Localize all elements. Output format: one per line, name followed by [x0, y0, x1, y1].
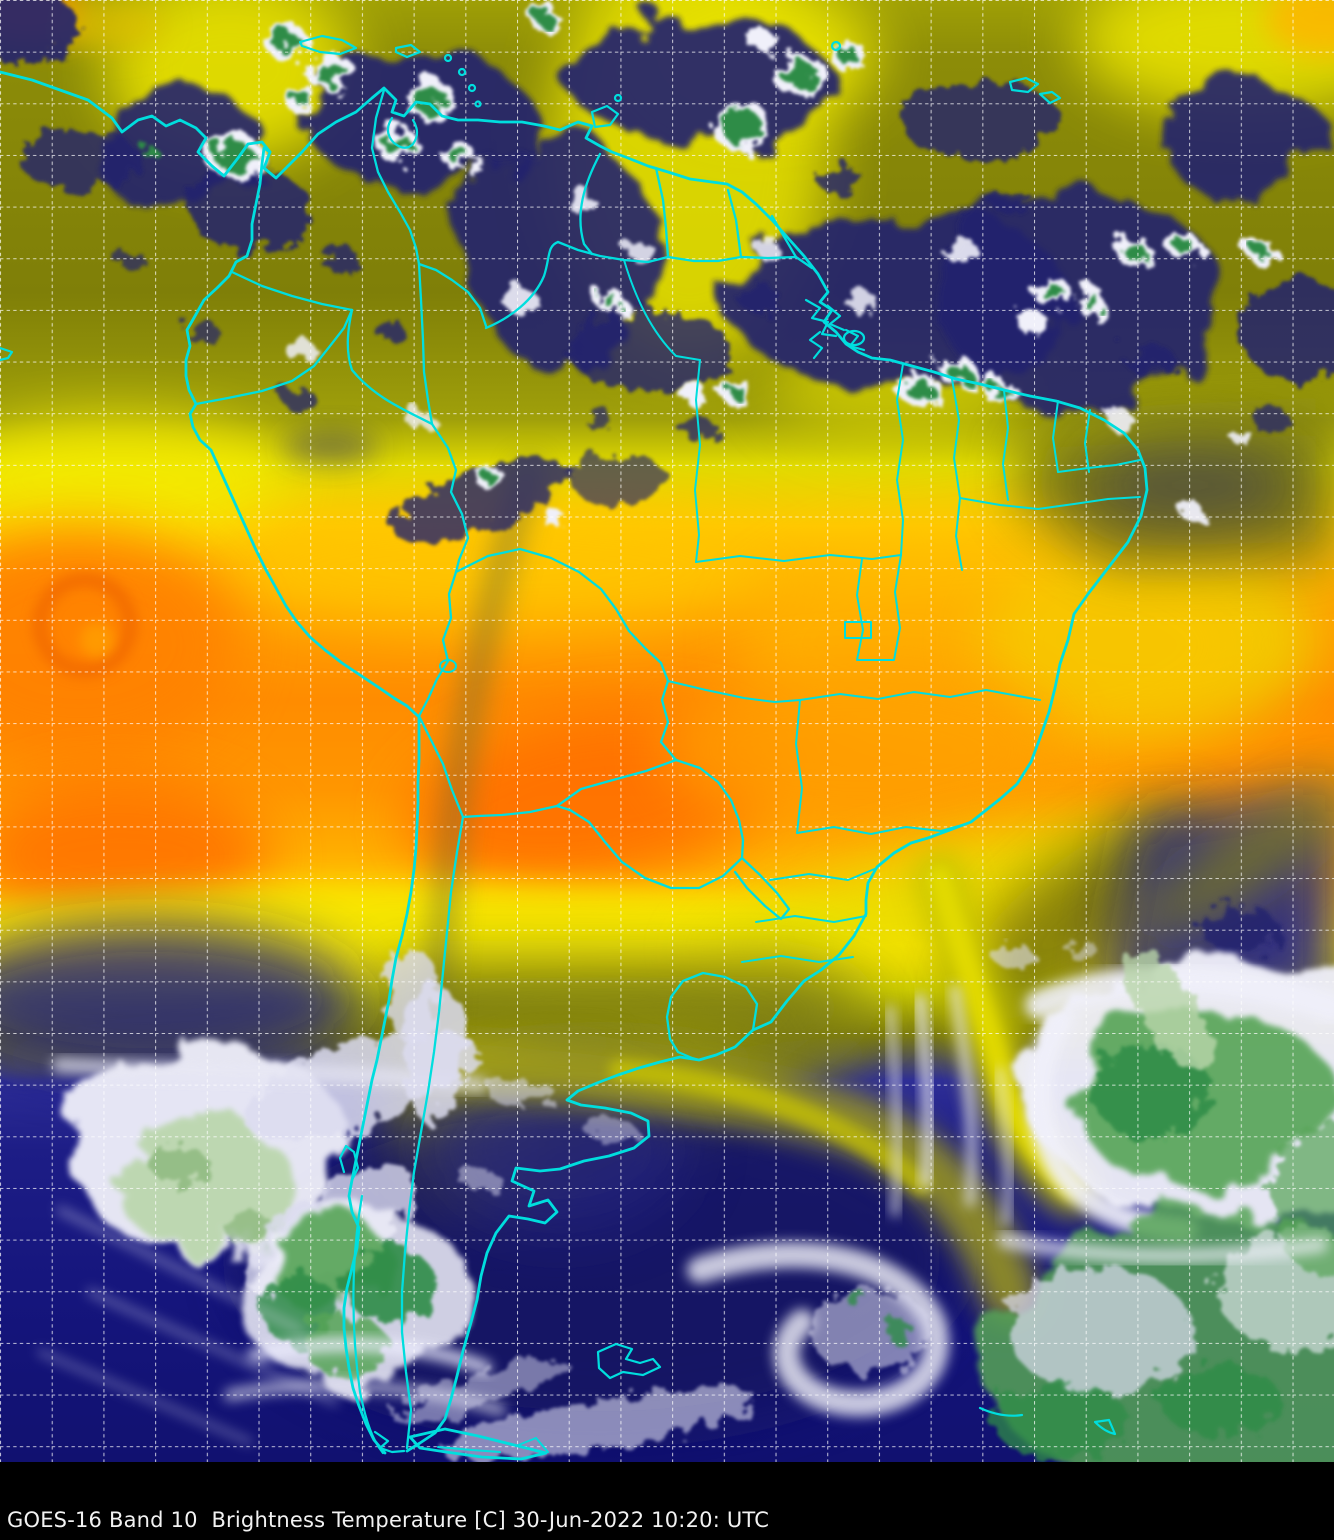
satellite-map	[0, 0, 1334, 1462]
south-america-coastline	[0, 70, 1149, 1453]
caption-text: GOES-16 Band 10 Brightness Temperature […	[7, 1508, 770, 1532]
country-internal-borders	[194, 88, 814, 1450]
country-borders	[0, 34, 1149, 1461]
pacific-coastline	[184, 146, 421, 1455]
graticule	[0, 0, 1334, 1462]
islands	[0, 34, 1117, 1436]
tierra-del-fuego-outline	[408, 1427, 548, 1461]
brazil-state-borders	[623, 259, 1141, 963]
amazon-delta	[804, 298, 866, 360]
caption-bar: GOES-16 Band 10 Brightness Temperature […	[0, 1462, 1334, 1540]
